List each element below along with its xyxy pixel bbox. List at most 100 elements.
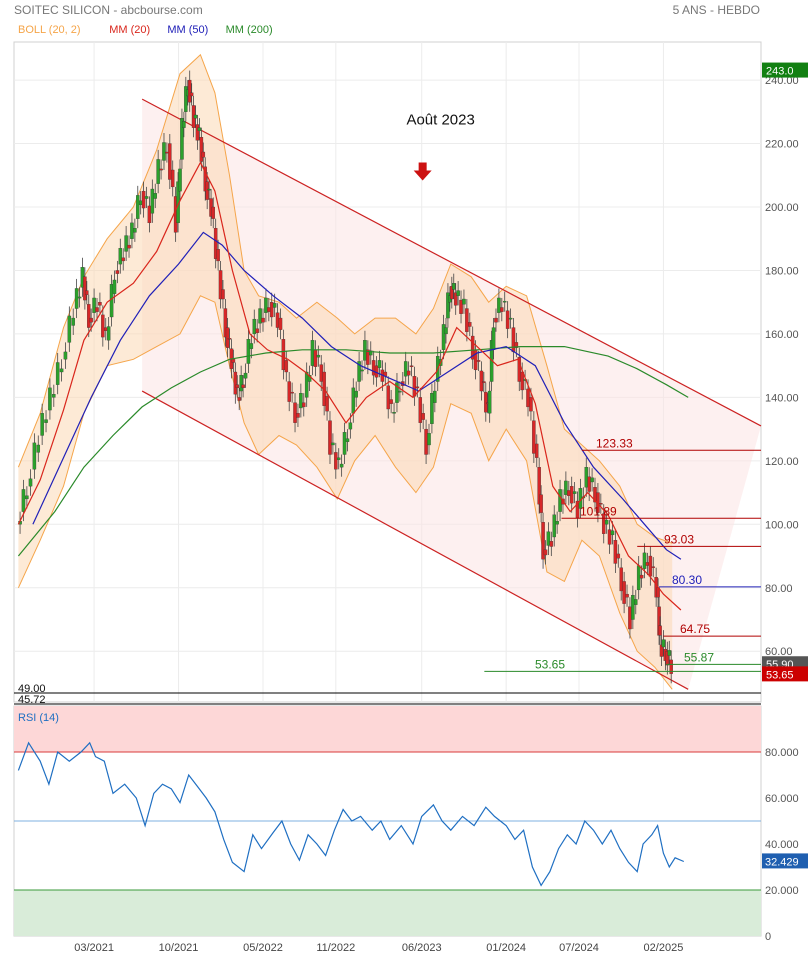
candle-down bbox=[386, 385, 390, 410]
candle-down bbox=[599, 503, 603, 505]
candle-down bbox=[628, 606, 632, 630]
candle-down bbox=[465, 308, 469, 332]
level-label-80.30: 80.30 bbox=[672, 573, 702, 587]
candle-up bbox=[339, 463, 344, 468]
candle-up bbox=[456, 290, 460, 296]
candle-up bbox=[156, 159, 160, 184]
candle-up bbox=[398, 390, 402, 393]
channel-upper-line bbox=[141, 98, 762, 427]
candle-down bbox=[199, 137, 204, 162]
annotation-aout-2023: Août 2023 bbox=[406, 112, 474, 129]
candle-up bbox=[249, 343, 254, 349]
candle-up bbox=[130, 222, 134, 239]
mm200-line bbox=[17, 346, 689, 557]
candle-up bbox=[433, 390, 437, 403]
candle-down bbox=[669, 659, 673, 674]
candle-up bbox=[252, 318, 257, 335]
candle-down bbox=[616, 553, 621, 559]
x-tick-label: 10/2021 bbox=[159, 942, 199, 954]
rsi-overbought-zone bbox=[14, 706, 761, 752]
candle-down bbox=[412, 376, 417, 397]
level-label-64.75: 64.75 bbox=[680, 622, 710, 636]
candle-down bbox=[170, 169, 175, 188]
candle-up bbox=[299, 393, 303, 409]
candle-up bbox=[661, 639, 666, 648]
candle-down bbox=[261, 317, 265, 323]
price-badge-label: 243.0 bbox=[766, 66, 794, 78]
candle-down bbox=[494, 317, 498, 323]
x-tick-label: 03/2021 bbox=[74, 942, 114, 954]
candle-up bbox=[392, 412, 396, 414]
rsi-series-line bbox=[17, 741, 685, 887]
candle-up bbox=[207, 188, 211, 191]
candle-down bbox=[231, 359, 236, 363]
candle-up bbox=[48, 387, 52, 411]
candle-up bbox=[403, 361, 408, 377]
price-badge bbox=[762, 666, 808, 682]
candle-down bbox=[619, 567, 623, 592]
candle-up bbox=[508, 317, 513, 320]
candle-up bbox=[25, 495, 29, 500]
candle-up bbox=[558, 489, 562, 512]
candle-up bbox=[178, 168, 182, 192]
candle-up bbox=[153, 193, 157, 199]
candle-down bbox=[313, 349, 318, 367]
down-arrow-icon bbox=[413, 162, 432, 181]
candle-up bbox=[180, 118, 184, 160]
x-tick-label: 02/2025 bbox=[644, 942, 684, 954]
candle-up bbox=[71, 317, 75, 326]
candle-down bbox=[267, 307, 271, 312]
candle-up bbox=[360, 369, 364, 372]
candle-down bbox=[334, 452, 338, 470]
candle-down bbox=[470, 335, 475, 360]
candle-down bbox=[121, 257, 125, 262]
candle-up bbox=[112, 279, 117, 294]
candle-down bbox=[424, 428, 428, 455]
candle-up bbox=[36, 444, 41, 453]
candle-up bbox=[631, 595, 635, 620]
candle-up bbox=[634, 599, 638, 605]
candle-down bbox=[479, 370, 484, 392]
candle-up bbox=[342, 432, 347, 455]
candle-down bbox=[85, 290, 89, 295]
price-tick-label: 120.00 bbox=[765, 456, 799, 468]
candle-down bbox=[165, 151, 169, 154]
candle-up bbox=[52, 394, 56, 398]
candle-up bbox=[395, 382, 399, 403]
candle-down bbox=[500, 307, 504, 312]
candle-down bbox=[539, 494, 543, 513]
candle-up bbox=[77, 296, 82, 299]
rsi-tick-label: 0 bbox=[765, 931, 771, 943]
candle-up bbox=[246, 339, 251, 364]
candle-down bbox=[235, 384, 240, 389]
candle-down bbox=[567, 490, 571, 496]
candle-down bbox=[95, 307, 99, 312]
candle-up bbox=[427, 433, 431, 446]
candle-up bbox=[555, 520, 559, 525]
rsi-tick-label: 60.000 bbox=[765, 793, 799, 805]
candle-up bbox=[487, 390, 492, 414]
candle-up bbox=[636, 565, 641, 591]
level-label-123.33: 123.33 bbox=[596, 436, 633, 450]
chart-period: 5 ANS - HEBDO bbox=[673, 3, 760, 17]
x-tick-label: 07/2024 bbox=[559, 942, 599, 954]
candle-down bbox=[511, 327, 516, 353]
candle-up bbox=[28, 478, 33, 487]
candle-up bbox=[182, 121, 186, 128]
candle-up bbox=[124, 235, 128, 252]
candle-down bbox=[569, 486, 574, 504]
candle-down bbox=[325, 396, 329, 412]
candle-down bbox=[543, 549, 548, 556]
level-label-55.87: 55.87 bbox=[684, 650, 714, 664]
candle-down bbox=[221, 289, 225, 300]
candle-down bbox=[302, 402, 306, 408]
candle-down bbox=[639, 574, 644, 579]
rsi-oversold-zone bbox=[14, 890, 761, 936]
candle-down bbox=[284, 360, 289, 373]
candle-up bbox=[316, 354, 321, 358]
candle-up bbox=[377, 360, 382, 368]
candle-down bbox=[328, 420, 332, 455]
candle-up bbox=[106, 326, 111, 341]
candle-up bbox=[109, 284, 114, 318]
